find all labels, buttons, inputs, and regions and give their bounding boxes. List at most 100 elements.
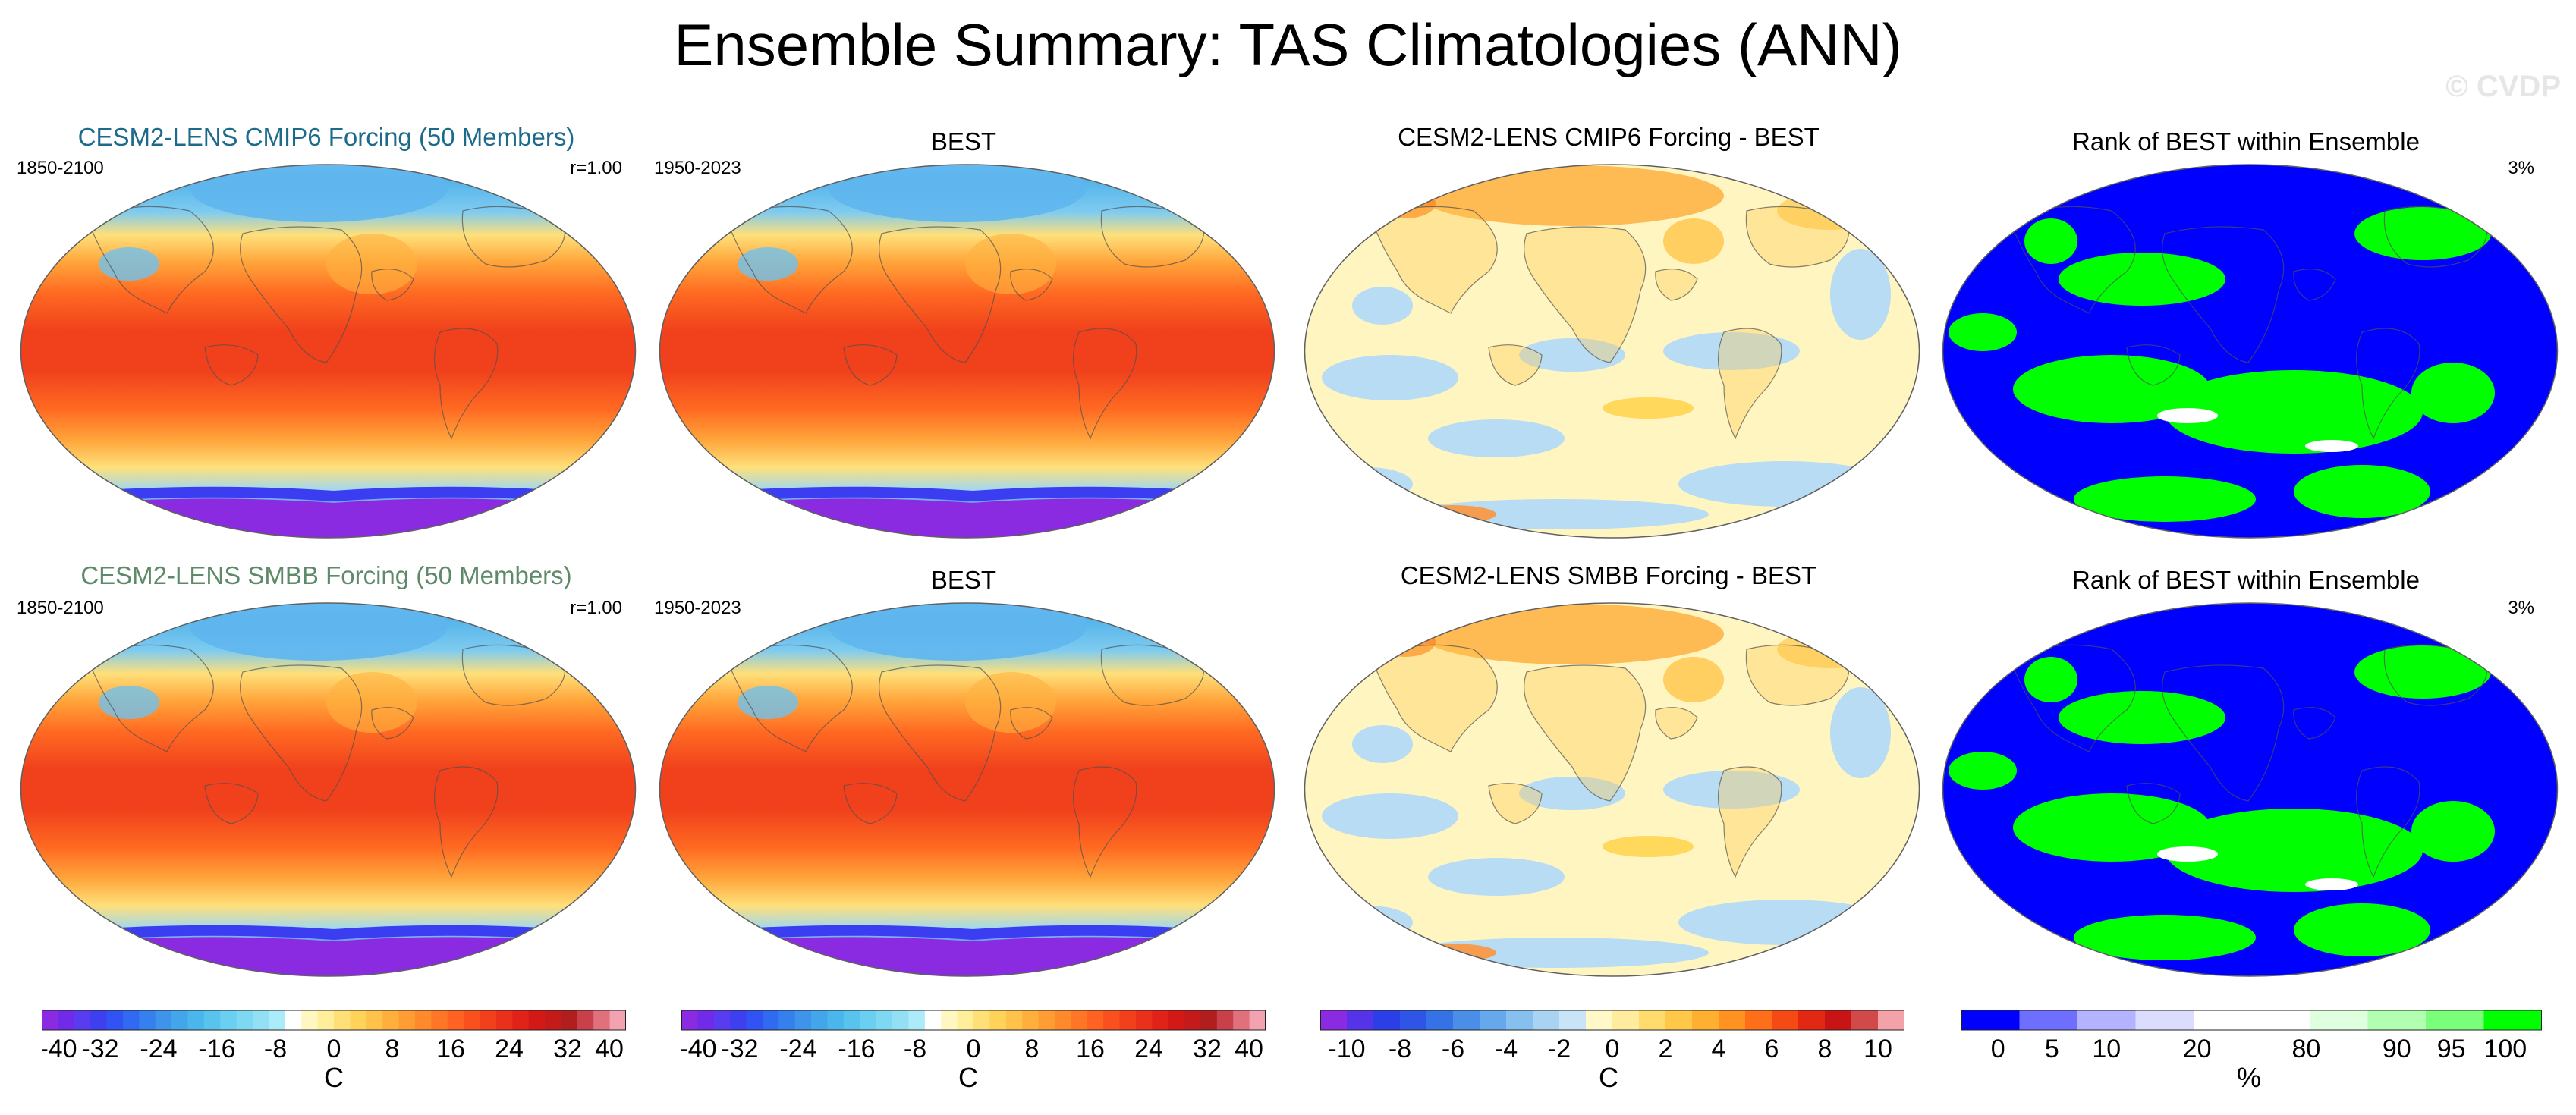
- colorbar-3-segment: [1347, 1010, 1374, 1030]
- map-r2c1: [20, 602, 637, 977]
- colorbar-3-segment: [1533, 1010, 1560, 1030]
- colorbar-1-segment: [42, 1010, 58, 1030]
- colorbar-4-segment: [2077, 1010, 2137, 1030]
- colorbar-2-segment: [1152, 1010, 1169, 1030]
- colorbar-3-segment: [1373, 1010, 1401, 1030]
- colorbar-1-segment: [106, 1010, 124, 1030]
- colorbar-1-tick-label: 8: [385, 1035, 400, 1062]
- colorbar-2-segment: [730, 1010, 747, 1030]
- colorbar-1-segment: [382, 1010, 400, 1030]
- colorbar-4-segment: [2135, 1010, 2194, 1030]
- colorbar-1-segment: [366, 1010, 383, 1030]
- colorbar-3-segment: [1639, 1010, 1666, 1030]
- colorbar-3: -10 -8 -6 -4 -2 0 2 4 6 8 10: [1320, 1010, 1904, 1062]
- colorbar-1-tick-label: 40: [595, 1035, 624, 1062]
- colorbar-4-tick-label: 100: [2483, 1035, 2527, 1062]
- colorbar-1-segment: [609, 1010, 626, 1030]
- panel-period-r1c2: 1950-2023: [654, 158, 741, 178]
- colorbar-1-segment: [577, 1010, 594, 1030]
- colorbar-2-segment: [1135, 1010, 1153, 1030]
- figure-title: Ensemble Summary: TAS Climatologies (ANN…: [674, 11, 1902, 78]
- colorbar-4-tick-label: 20: [2183, 1035, 2212, 1062]
- map-r2c3: [1304, 602, 1920, 977]
- colorbar-4-segment: [2426, 1010, 2485, 1030]
- colorbar-1-segment: [285, 1010, 302, 1030]
- panel-title-r1c4: Rank of BEST within Ensemble: [2072, 127, 2420, 155]
- colorbar-4-tick-label: 80: [2291, 1035, 2320, 1062]
- colorbar-2-segment: [989, 1010, 1007, 1030]
- colorbar-2-tick-label: 0: [967, 1035, 981, 1062]
- panel-title-r2c2: BEST: [930, 566, 997, 594]
- colorbar-3-segment: [1480, 1010, 1507, 1030]
- colorbar-2-tick-label: -8: [904, 1035, 926, 1062]
- panel-period-r2c1: 1850-2100: [17, 598, 104, 618]
- colorbar-2-segment: [778, 1010, 796, 1030]
- colorbar-2-tick-label: 8: [1025, 1035, 1040, 1062]
- colorbar-1-tick-label: -16: [198, 1035, 235, 1062]
- colorbar-3-segment: [1320, 1010, 1348, 1030]
- colorbar-2-segment: [681, 1010, 698, 1030]
- map-r2c2: [659, 602, 1275, 977]
- colorbar-2-unit: C: [958, 1062, 978, 1093]
- colorbar-2-segment: [957, 1010, 974, 1030]
- colorbar-2-segment: [1184, 1010, 1202, 1030]
- colorbar-3-tick-label: -6: [1442, 1035, 1464, 1062]
- colorbar-2-tick-label: 16: [1076, 1035, 1105, 1062]
- colorbar-3-segment: [1692, 1010, 1719, 1030]
- map-r1c1: [20, 164, 637, 539]
- colorbar-3-unit: C: [1599, 1062, 1618, 1093]
- colorbar-1-segment: [139, 1010, 156, 1030]
- colorbar-3-segment: [1426, 1010, 1454, 1030]
- colorbar-1-segment: [464, 1010, 481, 1030]
- colorbar-2-segment: [843, 1010, 860, 1030]
- colorbar-4-tick-label: 0: [1991, 1035, 2005, 1062]
- colorbar-2-tick-label: 24: [1134, 1035, 1163, 1062]
- panel-title-r2c3: CESM2-LENS SMBB Forcing - BEST: [1400, 561, 1817, 589]
- colorbar-3-segment: [1772, 1010, 1799, 1030]
- colorbar-2-segment: [876, 1010, 893, 1030]
- colorbar-3-segment: [1506, 1010, 1533, 1030]
- colorbar-2-segment: [697, 1010, 715, 1030]
- colorbar-2-segment: [1103, 1010, 1121, 1030]
- colorbar-2: -40 -32 -24 -16 -8 0 8 16 24 32 40: [681, 1010, 1266, 1062]
- colorbar-3-segment: [1851, 1010, 1879, 1030]
- colorbar-2-segment: [1038, 1010, 1055, 1030]
- colorbar-2-segment: [1071, 1010, 1088, 1030]
- colorbar-3-segment: [1400, 1010, 1427, 1030]
- colorbar-3-tick-label: 6: [1765, 1035, 1779, 1062]
- colorbar-3-tick-label: 10: [1864, 1035, 1892, 1062]
- colorbar-1-segment: [90, 1010, 108, 1030]
- colorbar-2-segment: [713, 1010, 731, 1030]
- colorbar-2-tick-label: -32: [721, 1035, 758, 1062]
- colorbar-1-unit: C: [324, 1062, 344, 1093]
- colorbar-1-segment: [236, 1010, 253, 1030]
- colorbar-4-tick-label: 10: [2092, 1035, 2121, 1062]
- colorbar-4-segment: [1961, 1010, 2021, 1030]
- colorbar-2-segment: [924, 1010, 942, 1030]
- colorbar-1-segment: [171, 1010, 189, 1030]
- map-r1c4: [1942, 164, 2559, 539]
- colorbar-3-tick-label: 2: [1659, 1035, 1673, 1062]
- colorbar-3-tick-label: -8: [1389, 1035, 1411, 1062]
- colorbar-4-segment: [2251, 1010, 2310, 1030]
- colorbar-2-segment: [892, 1010, 910, 1030]
- colorbar-1-tick-label: -32: [81, 1035, 118, 1062]
- colorbar-4-tick-label: 5: [2045, 1035, 2059, 1062]
- panel-period-r1c1: 1850-2100: [17, 158, 104, 178]
- colorbar-2-segment: [1005, 1010, 1023, 1030]
- colorbar-2-segment: [941, 1010, 958, 1030]
- colorbar-2-segment: [746, 1010, 763, 1030]
- colorbar-2-frame: [681, 1010, 1266, 1031]
- map-r1c2: [659, 164, 1275, 539]
- colorbar-1-segment: [187, 1010, 205, 1030]
- colorbar-3-tick-label: -2: [1548, 1035, 1571, 1062]
- map-r1c3: [1304, 164, 1920, 539]
- colorbar-1-tick-label: 24: [495, 1035, 524, 1062]
- panel-title-r2c1: CESM2-LENS SMBB Forcing (50 Members): [80, 561, 572, 589]
- colorbar-2-tick-label: 32: [1193, 1035, 1222, 1062]
- colorbar-2-segment: [908, 1010, 926, 1030]
- colorbar-1-segment: [431, 1010, 448, 1030]
- colorbar-2-tick-label: -40: [681, 1035, 717, 1062]
- colorbar-1-segment: [561, 1010, 578, 1030]
- colorbar-3-segment: [1612, 1010, 1640, 1030]
